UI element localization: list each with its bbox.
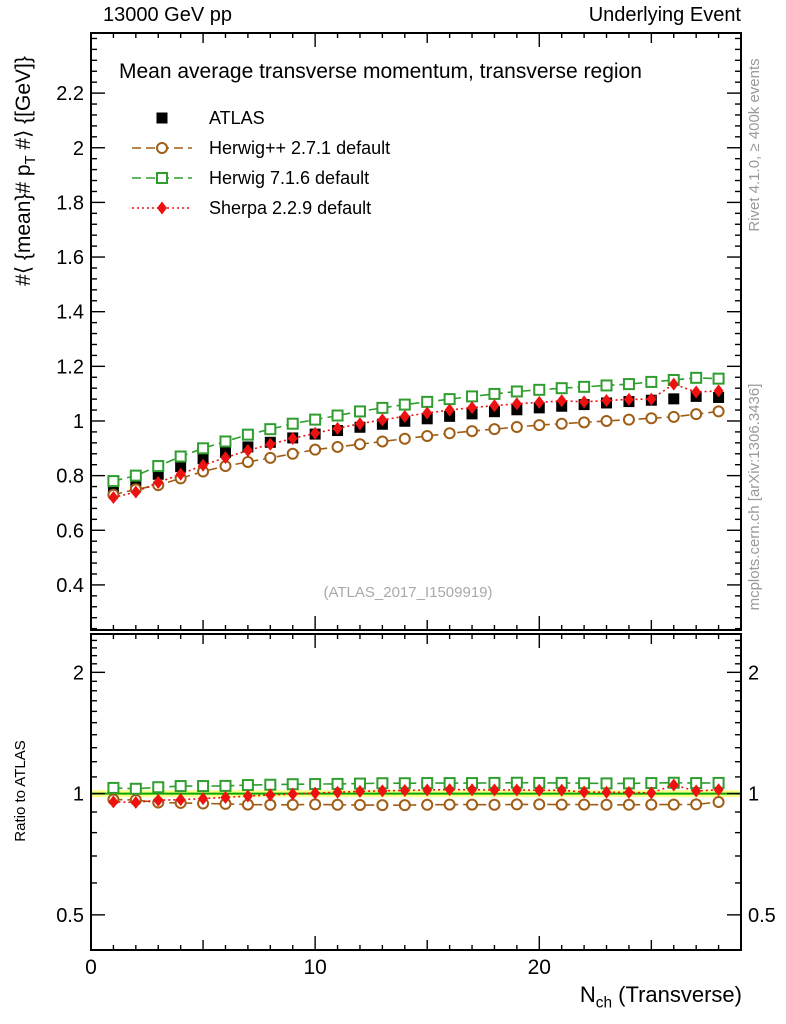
side-note-rivet-version: Rivet 4.1.0, ≥ 400k events: [746, 58, 763, 232]
main-y-tick-label: 1.6: [56, 247, 84, 269]
y-axis-title-main: #⟨ {mean}# pT #⟩ {[GeV]}: [11, 31, 39, 311]
main-y-tick-label: 1.4: [56, 302, 84, 324]
y-axis-title-post: #⟩ {[GeV]}: [12, 56, 35, 156]
x-tick-label: 0: [85, 956, 97, 979]
main-y-tick-label: 0.8: [56, 466, 84, 488]
series-sherpa-2-2-9-default-main: [108, 377, 724, 504]
ratio-frame: [90, 633, 742, 951]
ratio-y-tick-label-left: 2: [73, 662, 84, 684]
legend-label-atlas: ATLAS: [209, 107, 265, 128]
main-y-tick-label: 1.2: [56, 356, 84, 378]
legend-item-sherpa: Sherpa 2.2.9 default: [128, 193, 390, 223]
x-axis-title-sub: ch: [595, 994, 613, 1012]
y-axis-title-sub: T: [23, 155, 40, 165]
side-note-mcplots-arxiv: mcplots.cern.ch [arXiv:1306.3436]: [746, 383, 763, 611]
legend-marker-herwig7-open-square-icon: [132, 172, 192, 184]
ratio-y-tick-label-right: 2: [748, 662, 759, 684]
plot-title: Mean average transverse momentum, transv…: [119, 60, 642, 83]
series-herwig-7-1-6-default-ratio: [107, 776, 725, 795]
header-beam-energy: 13000 GeV pp: [103, 4, 232, 26]
series-sherpa-2-2-9-default-ratio: [108, 778, 724, 809]
legend: ATLAS Herwig++ 2.7.1 default Herwig 7.1.…: [128, 103, 390, 223]
legend-marker-herwigpp-open-circle-icon: [132, 142, 192, 154]
y-axis-title-pre: #⟨ {mean}# p: [12, 164, 35, 286]
y-axis-title-ratio: Ratio to ATLAS: [12, 740, 29, 842]
x-axis-title: Nch (Transverse): [580, 982, 742, 1012]
x-axis-title-main: N: [579, 982, 596, 1007]
legend-item-atlas: ATLAS: [128, 103, 390, 133]
main-y-tick-label: 1: [73, 411, 84, 433]
legend-item-herwig7: Herwig 7.1.6 default: [128, 163, 390, 193]
legend-marker-sherpa-filled-diamond-icon: [132, 201, 192, 215]
legend-marker-atlas-filled-square-icon: [156, 112, 168, 124]
legend-label-herwigpp: Herwig++ 2.7.1 default: [209, 137, 391, 158]
main-frame: [90, 32, 742, 631]
ratio-y-ticks: [91, 639, 741, 916]
watermark-analysis-id: (ATLAS_2017_I1509919): [323, 584, 493, 601]
main-y-tick-label: 2: [73, 138, 84, 160]
main-y-tick-label: 0.6: [56, 520, 84, 542]
series-herwig-2-7-1-default-ratio: [107, 793, 725, 812]
x-tick-label: 10: [303, 956, 326, 979]
main-y-tick-label: 0.4: [56, 575, 84, 597]
ratio-y-tick-label-right: 0.5: [748, 905, 776, 927]
ratio-y-tick-label-right: 1: [748, 784, 759, 806]
legend-label-herwig7: Herwig 7.1.6 default: [209, 167, 370, 188]
legend-item-herwigpp: Herwig++ 2.7.1 default: [128, 133, 390, 163]
main-y-tick-label: 1.8: [56, 192, 84, 214]
series-herwig-2-7-1-default-main: [107, 405, 725, 501]
main-y-tick-label: 2.2: [56, 83, 84, 105]
header-analysis-group: Underlying Event: [588, 4, 741, 26]
x-tick-label: 20: [528, 956, 551, 979]
series-atlas-main: [107, 390, 725, 494]
ratio-y-tick-label-left: 0.5: [56, 905, 84, 927]
x-axis-title-rest: (Transverse): [612, 982, 742, 1007]
legend-label-sherpa: Sherpa 2.2.9 default: [209, 197, 372, 218]
ratio-y-tick-label-left: 1: [73, 784, 84, 806]
